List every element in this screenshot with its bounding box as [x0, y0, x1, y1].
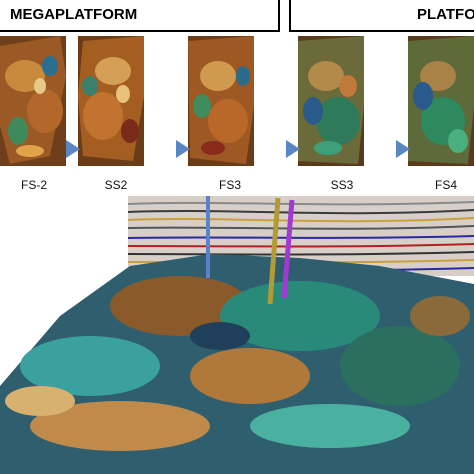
- stage-arrow-icon: [286, 140, 300, 158]
- stage-arrow-icon: [176, 140, 190, 158]
- stage-arrow-icon: [66, 140, 80, 158]
- stage-arrow-icon: [396, 140, 410, 158]
- seismic-volume-view: [0, 196, 474, 474]
- stage-label: SS3: [330, 178, 354, 192]
- well-purple: [281, 199, 295, 299]
- well-olive: [267, 197, 281, 305]
- attribute-map-panel: [298, 36, 364, 166]
- platform-header: PLATFO: [289, 0, 474, 32]
- stage-label: FS4: [434, 178, 457, 192]
- stage-label: FS3: [218, 178, 241, 192]
- megaplatform-header: MEGAPLATFORM: [0, 0, 280, 32]
- attribute-map-panel: [0, 36, 66, 166]
- megaplatform-header-label: MEGAPLATFORM: [10, 6, 138, 23]
- platform-header-label: PLATFO: [417, 6, 474, 23]
- attribute-map-panel: [188, 36, 254, 166]
- attribute-map-panel: [408, 36, 474, 166]
- stage-label: FS-2: [20, 178, 47, 192]
- attribute-map-panel: [78, 36, 144, 166]
- stage-label: SS2: [104, 178, 128, 192]
